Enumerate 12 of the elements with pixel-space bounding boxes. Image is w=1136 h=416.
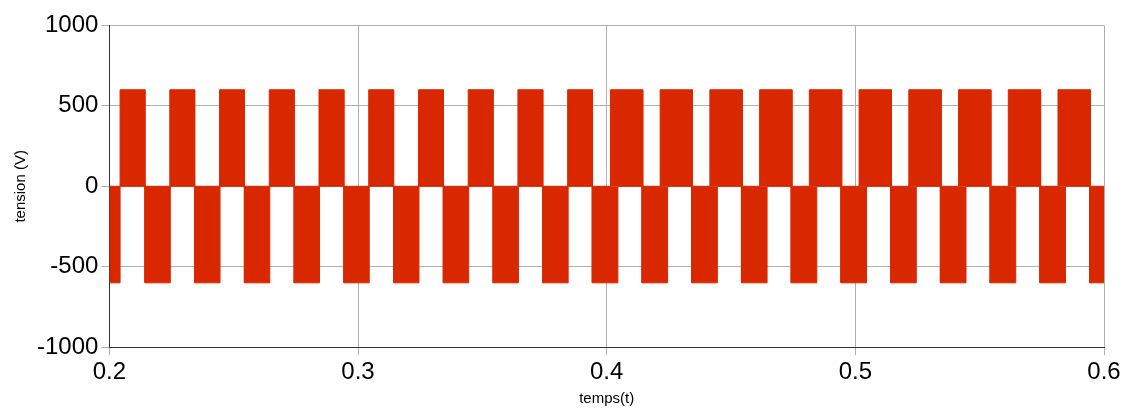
y-tick-label: 1000 [44, 10, 99, 38]
y-axis-title: tension (V) [11, 150, 29, 223]
x-tick-label: 0.6 [1087, 357, 1121, 385]
x-tick-label: 0.4 [590, 357, 624, 385]
y-tick-label: 0 [85, 170, 99, 198]
y-tick-label: 500 [58, 90, 99, 118]
x-tick-label: 0.5 [838, 357, 873, 385]
x-tick-label: 0.2 [92, 357, 127, 385]
y-tick-label: -1000 [36, 331, 99, 359]
x-tick-label: 0.3 [341, 357, 375, 385]
y-tick-label: -500 [50, 251, 99, 279]
x-axis-title: temps(t) [579, 389, 635, 407]
